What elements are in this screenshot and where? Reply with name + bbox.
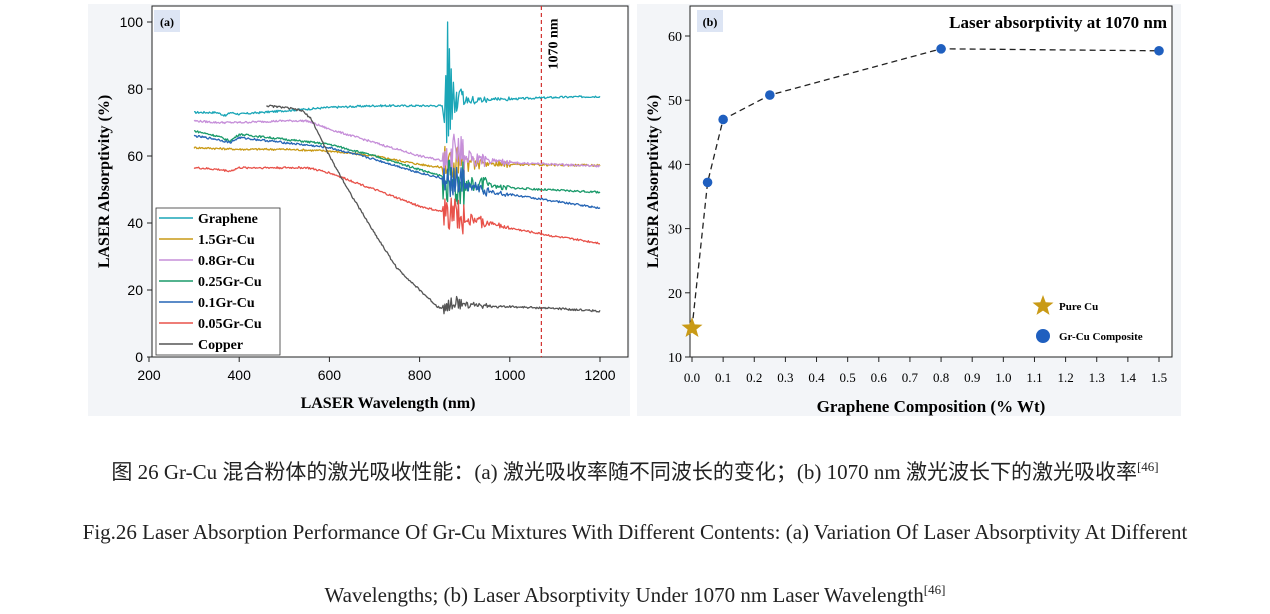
y-tick-label: 0 — [135, 349, 143, 365]
caption-english-line-2: Wavelengths; (b) Laser Absorptivity Unde… — [0, 582, 1270, 608]
panel-b-label-box — [697, 10, 723, 32]
x-tick-label: 1.3 — [1089, 370, 1105, 385]
x-tick-label: 0.5 — [840, 370, 856, 385]
caption-english-line-2-text: Wavelengths; (b) Laser Absorptivity Unde… — [324, 583, 924, 607]
data-point-gr-cu — [765, 90, 775, 100]
caption-chinese-text: 图 26 Gr-Cu 混合粉体的激光吸收性能：(a) 激光吸收率随不同波长的变化… — [111, 460, 1137, 484]
panel-a-label-box — [154, 10, 180, 32]
panel-a: (a) 200 400 600 800 1000 1200 0 20 40 60 80 100 LASER… — [88, 4, 630, 416]
panel-a-label: (a) — [160, 15, 174, 29]
x-tick-label: 1.4 — [1120, 370, 1137, 385]
trend-line — [691, 48, 1160, 329]
figure: (a) 200 400 600 800 1000 1200 0 20 40 60 80 100 LASER… — [88, 4, 1181, 416]
series-line-08gr-cu — [193, 119, 601, 184]
data-point-gr-cu — [1154, 45, 1164, 56]
x-tick-label: 0.9 — [964, 370, 980, 385]
data-point-gr-cu — [702, 177, 713, 188]
x-tick-label: 1.1 — [1026, 370, 1042, 385]
y-tick-label: 40 — [127, 215, 143, 231]
y-tick-label: 100 — [120, 14, 144, 30]
legend-label: Pure Cu — [1059, 301, 1098, 313]
x-tick-label: 200 — [137, 367, 161, 383]
series-line-graphene — [194, 21, 601, 144]
y-tick-label: 80 — [127, 81, 143, 97]
y-tick-label: 20 — [668, 287, 682, 302]
legend-label: 0.05Gr-Cu — [198, 317, 262, 332]
legend-marker-pure-cu — [1032, 295, 1054, 315]
series-line-005gr-cu — [193, 166, 601, 245]
series-line-01gr-cu — [193, 134, 601, 210]
y-tick-label: 20 — [127, 282, 143, 298]
panel-b: (b) Laser absorptivity at 1070 nm 0.0 0.1 0.… — [637, 4, 1181, 416]
x-tick-label: 0.4 — [808, 370, 825, 385]
x-tick-label: 0.2 — [746, 370, 762, 385]
y-tick-label: 50 — [668, 94, 682, 109]
panel-b-title: Laser absorptivity at 1070 nm — [949, 13, 1167, 32]
x-tick-label: 1000 — [494, 367, 525, 383]
x-tick-label: 0.8 — [933, 370, 949, 385]
panel-b-label: (b) — [703, 15, 718, 29]
x-axis-label: LASER Wavelength (nm) — [301, 395, 476, 412]
x-tick-label: 800 — [408, 367, 432, 383]
x-tick-label: 0.1 — [715, 370, 731, 385]
caption-english-ref: [46] — [923, 582, 946, 597]
legend-label: Gr-Cu Composite — [1059, 331, 1143, 343]
annotation-label: 1070 nm — [546, 18, 561, 69]
series-line-15gr-cu — [193, 144, 601, 182]
data-point-gr-cu — [936, 44, 946, 54]
caption-chinese-ref: [46] — [1136, 459, 1159, 474]
legend-label: 1.5Gr-Cu — [198, 233, 255, 248]
y-tick-label: 10 — [668, 351, 682, 366]
x-tick-label: 600 — [318, 367, 342, 383]
y-tick-label: 60 — [127, 148, 143, 164]
caption-english-line-1: Fig.26 Laser Absorption Performance Of G… — [82, 520, 1188, 544]
x-axis-label: Graphene Composition (% Wt) — [817, 397, 1046, 416]
x-tick-label: 1.2 — [1057, 370, 1073, 385]
y-axis-label: LASER Absorptivity (%) — [96, 95, 113, 268]
y-tick-label: 30 — [668, 223, 682, 238]
series-line-copper — [266, 104, 601, 315]
legend-marker-gr-cu — [1036, 329, 1050, 343]
legend-label: 0.8Gr-Cu — [198, 254, 255, 269]
panel-b-plot-area — [689, 5, 1173, 358]
caption-chinese: 图 26 Gr-Cu 混合粉体的激光吸收性能：(a) 激光吸收率随不同波长的变化… — [0, 456, 1270, 486]
y-tick-label: 60 — [668, 30, 682, 45]
legend-label: 0.1Gr-Cu — [198, 296, 255, 311]
legend-label: Graphene — [198, 212, 258, 227]
data-point-gr-cu — [718, 114, 728, 125]
x-tick-label: 0.3 — [777, 370, 793, 385]
x-tick-label: 1200 — [584, 367, 615, 383]
x-tick-label: 0.0 — [684, 370, 700, 385]
x-tick-label: 1.0 — [995, 370, 1011, 385]
x-tick-label: 0.7 — [902, 370, 919, 385]
y-tick-label: 40 — [668, 158, 682, 173]
legend-label: 0.25Gr-Cu — [198, 275, 262, 290]
series-line-025gr-cu — [194, 130, 601, 208]
x-tick-label: 400 — [228, 367, 252, 383]
data-point-pure-cu — [681, 317, 703, 337]
legend-label: Copper — [198, 338, 243, 353]
y-axis-label: LASER Absorptivity (%) — [645, 95, 662, 268]
x-tick-label: 1.5 — [1151, 370, 1167, 385]
x-tick-label: 0.6 — [871, 370, 888, 385]
